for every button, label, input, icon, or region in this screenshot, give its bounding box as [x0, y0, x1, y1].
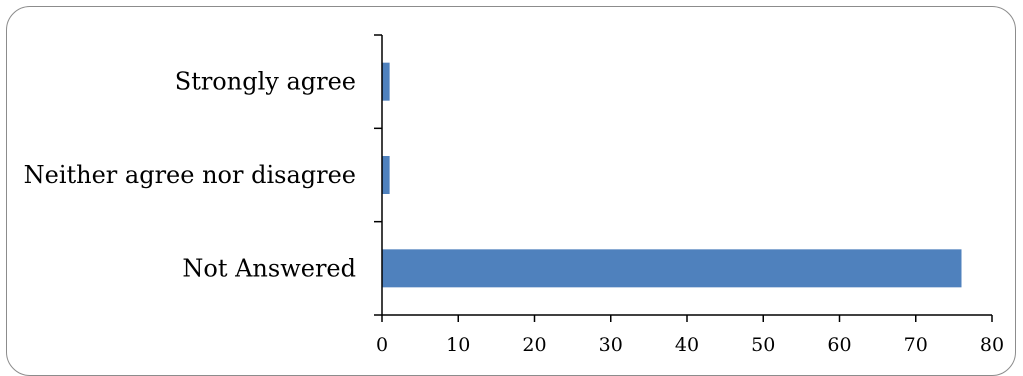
axes-group	[374, 34, 993, 322]
x-tick-label: 0	[376, 334, 388, 356]
labels-group: Not Answered Neither agree nor disagree St…	[24, 68, 1004, 356]
x-tick-label: 10	[446, 334, 470, 356]
x-tick-label: 40	[675, 334, 699, 356]
bar-not-answered	[382, 249, 962, 288]
x-tick-label: 30	[599, 334, 623, 356]
x-tick-label: 50	[751, 334, 775, 356]
bars-group	[382, 62, 962, 288]
x-tick-label: 80	[980, 334, 1004, 356]
category-label: Not Answered	[182, 254, 356, 282]
x-tick-label: 70	[904, 334, 928, 356]
category-label: Strongly agree	[175, 68, 356, 96]
bar-strongly-agree	[382, 62, 390, 101]
bar-neither-agree-nor-disagree	[382, 156, 390, 194]
x-tick-label: 60	[827, 334, 851, 356]
category-label: Neither agree nor disagree	[24, 161, 356, 189]
x-tick-label: 20	[522, 334, 546, 356]
